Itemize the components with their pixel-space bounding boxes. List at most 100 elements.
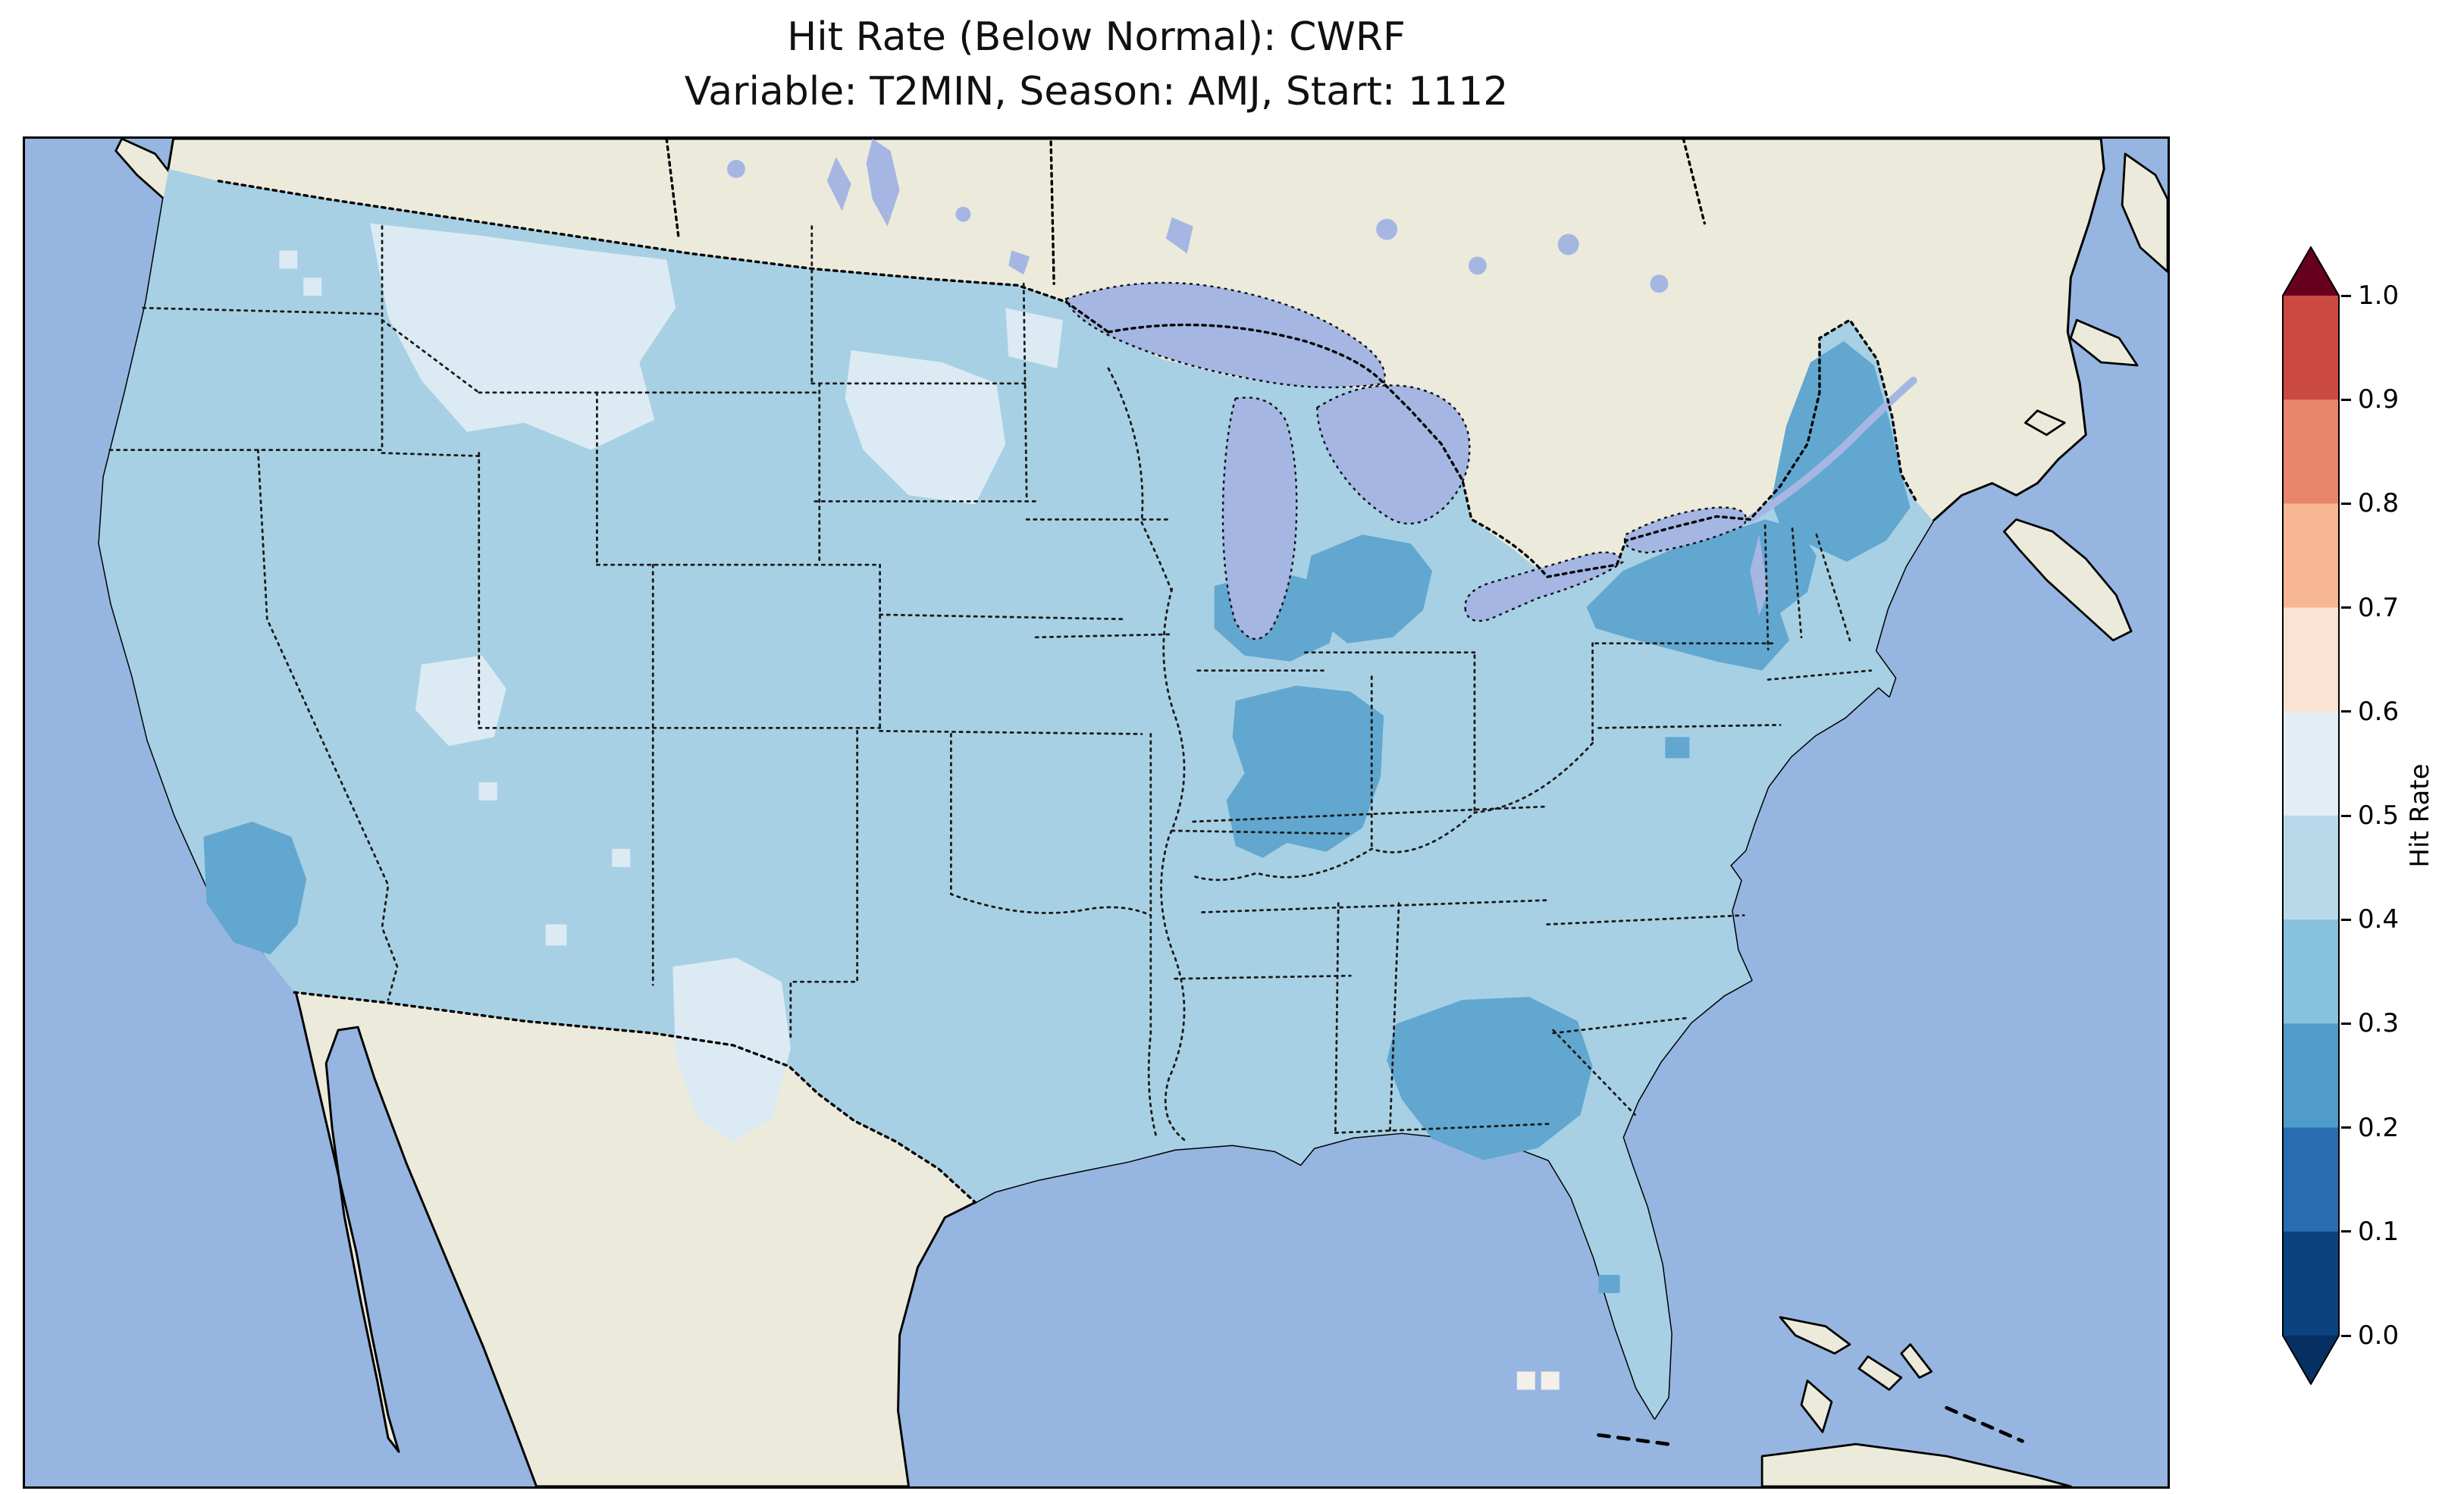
island-chain <box>1945 1405 2024 1443</box>
colorbar <box>2282 246 2340 1386</box>
canada-lakes <box>727 139 1917 616</box>
patch-minnesota <box>1005 308 1064 368</box>
st-lawrence-river <box>1746 376 1917 524</box>
patch-georgia <box>1387 997 1593 1160</box>
colorbar-bin <box>2282 919 2340 1024</box>
florida-keys <box>1597 1433 1670 1446</box>
newfoundland-corner <box>2121 152 2168 273</box>
colorbar-tick-mark <box>2341 606 2351 609</box>
small-lake <box>1376 218 1398 240</box>
national-borders <box>217 139 1918 1204</box>
colorbar-tick-mark <box>2341 814 2351 817</box>
colorbar-bin <box>2282 296 2340 400</box>
patch-southern-california <box>203 821 307 955</box>
prince-edward-island <box>2024 409 2066 437</box>
patch-cell <box>545 924 567 946</box>
lake-of-the-woods <box>1008 250 1030 275</box>
lake-nipigon <box>1165 217 1193 254</box>
andros <box>1800 1380 1833 1433</box>
us-canada-border-lakes <box>1107 318 1918 578</box>
us-canada-border <box>217 180 1110 334</box>
colorbar-bin <box>2282 503 2340 609</box>
abaco <box>1857 1355 1903 1391</box>
lake-huron <box>1316 384 1471 525</box>
map-panel <box>23 136 2170 1489</box>
lake-manitoba <box>826 156 851 211</box>
colorbar-tick-label: 0.2 <box>2358 1112 2400 1143</box>
colorbar-tick-mark <box>2341 294 2351 297</box>
colorbar-tick-label: 0.3 <box>2358 1008 2400 1039</box>
colorbar-tick-label: 0.8 <box>2358 488 2400 519</box>
colorbar-bin <box>2282 1231 2340 1336</box>
small-lake <box>1557 233 1579 255</box>
lake-ontario <box>1624 506 1747 554</box>
colorbar-bin <box>2282 1127 2340 1232</box>
hit-rate-pale-cells <box>1516 1371 1560 1390</box>
lake-champlain <box>1750 534 1769 616</box>
caribbean-islands <box>1597 1316 2072 1486</box>
patch-utah <box>415 655 506 747</box>
colorbar-tick-label: 0.4 <box>2358 904 2400 935</box>
colorbar-bin <box>2282 816 2340 920</box>
patch-cell <box>478 782 497 801</box>
colorbar-tick-label: 1.0 <box>2358 280 2400 311</box>
conus-hit-rate-map <box>25 139 2168 1486</box>
title-line-2: Variable: T2MIN, Season: AMJ, Start: 111… <box>684 68 1509 114</box>
state-borders <box>108 225 1873 1143</box>
colorbar-bin <box>2282 711 2340 816</box>
colorbar-bin <box>2282 607 2340 713</box>
colorbar-under-triangle <box>2282 1336 2340 1385</box>
colorbar-tick-mark <box>2341 918 2351 921</box>
patch-cell <box>1516 1371 1535 1390</box>
colorbar-bin <box>2282 1023 2340 1129</box>
title-line-1: Hit Rate (Below Normal): CWRF <box>787 14 1406 60</box>
canada-province-border <box>1682 139 1706 225</box>
patch-illinois-indiana <box>1226 685 1384 858</box>
patch-cell <box>1598 1274 1620 1293</box>
colorbar-svg <box>2282 246 2340 1386</box>
patch-cell <box>303 277 322 296</box>
patch-cell <box>1541 1371 1560 1390</box>
lake-erie <box>1464 551 1624 622</box>
colorbar-tick-label: 0.1 <box>2358 1216 2400 1247</box>
small-lake <box>1650 274 1669 293</box>
colorbar-tick-label: 0.5 <box>2358 800 2400 831</box>
small-lake <box>955 206 971 222</box>
canada-province-border <box>1049 140 1055 286</box>
colorbar-tick-mark <box>2341 1334 2351 1337</box>
colorbar-tick-mark <box>2341 502 2351 505</box>
eleuthera <box>1900 1343 1933 1379</box>
patch-northern-rockies <box>370 223 676 450</box>
figure-title: Hit Rate (Below Normal): CWRF Variable: … <box>23 11 2170 120</box>
colorbar-tick-label: 0.7 <box>2358 592 2400 623</box>
colorbar-tick-mark <box>2341 1022 2351 1025</box>
patch-west-texas <box>672 957 791 1142</box>
nova-scotia <box>2003 518 2133 642</box>
small-lake <box>1468 256 1487 275</box>
colorbar-tick-label: 0.0 <box>2358 1320 2400 1351</box>
patch-dakotas <box>845 350 1006 505</box>
colorbar-tick-mark <box>2341 1230 2351 1233</box>
colorbar-tick-mark <box>2341 710 2351 713</box>
patch-cell <box>279 250 298 269</box>
grand-bahama <box>1779 1316 1851 1355</box>
cuba <box>1760 1442 2072 1486</box>
great-lakes <box>1064 281 1747 641</box>
colorbar-over-triangle <box>2282 246 2340 296</box>
lake-winnipeg <box>866 139 900 227</box>
colorbar-tick-mark <box>2341 1126 2351 1129</box>
patch-lower-michigan <box>1305 534 1433 644</box>
lake-superior <box>1064 281 1386 389</box>
small-lake <box>727 159 745 178</box>
colorbar-axis-label: Hit Rate <box>2405 763 2435 868</box>
hit-rate-high-patches <box>279 223 1064 1142</box>
patch-cell <box>612 848 631 867</box>
anticosti-island <box>2069 318 2139 367</box>
colorbar-bin <box>2282 399 2340 504</box>
colorbar-tick-label: 0.9 <box>2358 384 2400 415</box>
canada-province-border <box>665 139 680 240</box>
patch-cell <box>1665 737 1690 759</box>
colorbar-tick-label: 0.6 <box>2358 696 2400 727</box>
colorbar-outline <box>2282 246 2340 1386</box>
colorbar-segments <box>2282 296 2340 1336</box>
